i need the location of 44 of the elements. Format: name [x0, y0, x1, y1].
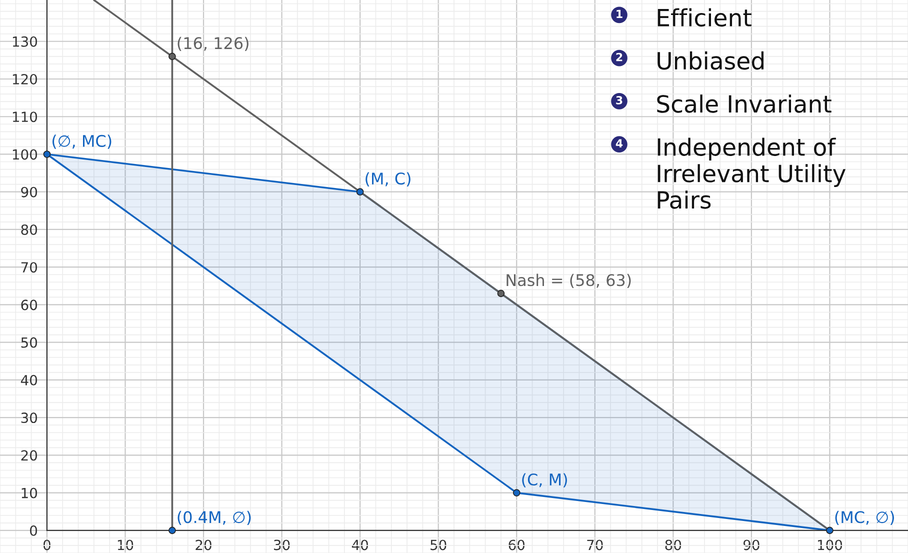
point: [826, 526, 834, 534]
annotation: Efficient: [658, 8, 752, 27]
point: [168, 526, 176, 534]
point: [168, 52, 176, 60]
y-tick-label: 50: [21, 337, 38, 348]
annotation: Nash = (58, 63): [506, 274, 631, 288]
annotation: (16, 126): [178, 36, 248, 52]
x-tick-label: 10: [118, 540, 134, 550]
annotation: (0.4M, ∅): [178, 510, 251, 526]
annotation: 1: [616, 10, 622, 18]
x-tick-label: 0: [43, 540, 50, 550]
x-tick-label: 30: [274, 540, 290, 550]
y-tick-label: 100: [12, 149, 38, 160]
y-tick-label: 40: [20, 374, 38, 386]
point: [356, 188, 364, 196]
point: [497, 290, 505, 298]
annotation: (MC, ∅): [835, 510, 894, 526]
annotation: (C, M): [522, 473, 567, 488]
y-tick-label: 70: [21, 262, 38, 273]
point: [512, 489, 520, 496]
annotation: 4: [616, 139, 623, 148]
x-tick-label: 50: [430, 540, 446, 550]
annotation: (∅, MC): [52, 134, 112, 149]
x-tick-label: 70: [587, 540, 603, 550]
y-tick-label: 110: [12, 112, 38, 122]
y-tick-label: 90: [21, 186, 38, 198]
y-tick-label: 10: [22, 488, 38, 498]
annotation: Unbiased: [658, 51, 764, 70]
y-tick-label: 120: [12, 74, 38, 84]
x-tick-label: 100: [818, 540, 842, 550]
y-tick-label: 0: [30, 525, 38, 536]
y-tick-label: 60: [21, 300, 38, 310]
annotation: 2: [616, 52, 622, 62]
annotation: 3: [616, 96, 622, 104]
x-tick-label: 40: [352, 540, 368, 550]
y-tick-label: 20: [21, 450, 38, 461]
annotation: (M, C): [366, 172, 410, 186]
annotation: Scale Invariant: [657, 94, 832, 113]
point: [43, 150, 51, 158]
y-tick-label: 130: [12, 36, 38, 47]
annotation: Independent of Irrelevant Utility Pairs: [658, 138, 846, 209]
x-tick-label: 20: [196, 540, 212, 550]
y-tick-label: 80: [21, 224, 38, 235]
y-tick-label: 30: [21, 412, 38, 424]
